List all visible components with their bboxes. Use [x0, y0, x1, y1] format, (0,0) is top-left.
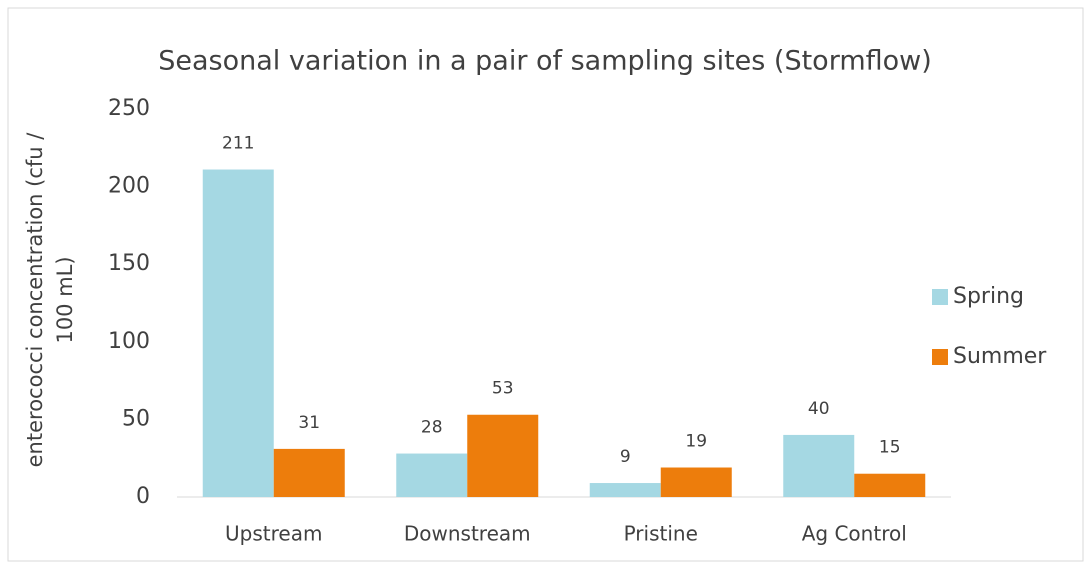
bar: [396, 453, 468, 497]
x-tick-label: Pristine: [624, 522, 698, 546]
bar: [202, 169, 274, 497]
x-tick-label: Upstream: [225, 522, 322, 546]
chart-title: Seasonal variation in a pair of sampling…: [158, 46, 932, 77]
legend-label: Spring: [953, 284, 1024, 309]
value-label: 31: [298, 413, 320, 433]
chart-border: [7, 7, 1084, 562]
x-tick-label: Ag Control: [802, 522, 907, 546]
value-label: 19: [685, 432, 707, 452]
legend-swatch: [932, 349, 948, 365]
value-label: 53: [492, 379, 514, 399]
y-tick-label: 0: [136, 484, 150, 509]
bar: [854, 473, 926, 497]
value-label: 40: [808, 399, 830, 419]
value-label: 28: [421, 418, 443, 438]
y-tick-label: 50: [122, 406, 150, 431]
y-tick-label: 200: [108, 174, 150, 199]
bar: [467, 414, 539, 497]
bar: [783, 434, 855, 497]
y-axis-label-group: enterococci concentration (cfu / 100 mL): [23, 132, 77, 468]
x-tick-label: Downstream: [404, 522, 531, 546]
y-tick-label: 100: [108, 329, 150, 354]
y-axis-label: 100 mL): [53, 256, 77, 343]
y-axis-label: enterococci concentration (cfu /: [23, 132, 47, 468]
y-tick-label: 150: [108, 251, 150, 276]
bar: [660, 467, 732, 497]
value-label: 9: [620, 447, 631, 467]
value-label: 15: [879, 438, 901, 458]
legend-label: Summer: [953, 344, 1047, 369]
value-label: 211: [222, 134, 254, 154]
bar: [589, 483, 661, 497]
y-tick-label: 250: [108, 96, 150, 121]
legend-swatch: [932, 289, 948, 305]
bar: [273, 448, 345, 497]
